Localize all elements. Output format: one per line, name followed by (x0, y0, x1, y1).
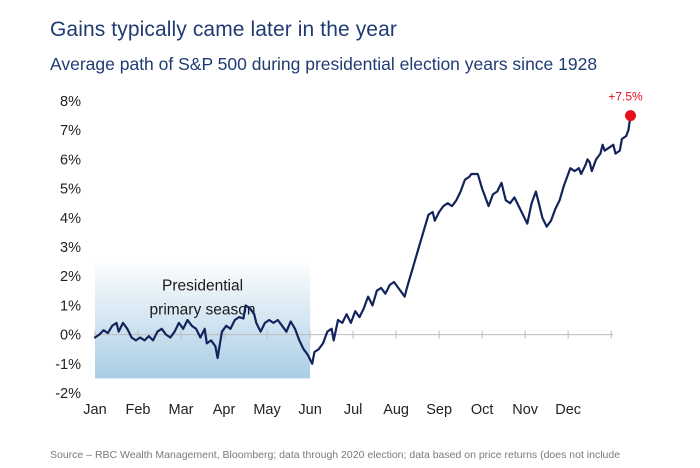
x-tick-label-jul: Jul (344, 402, 363, 418)
primary-season-region (95, 258, 311, 379)
y-tick-label: 4% (60, 211, 81, 227)
x-tick-label-oct: Oct (471, 402, 494, 418)
series-line (93, 114, 632, 365)
x-tick-label-feb: Feb (126, 402, 151, 418)
chart-subtitle: Average path of S&P 500 during president… (50, 54, 598, 74)
y-tick-label: 8% (60, 94, 81, 110)
source-note: Source – RBC Wealth Management, Bloomber… (50, 449, 621, 461)
x-tick-label-jun: Jun (298, 402, 321, 418)
y-tick-label: 0% (60, 328, 81, 344)
y-tick-label: 6% (60, 152, 81, 168)
primary-season-label-line: primary season (150, 302, 256, 319)
x-tick-label-dec: Dec (555, 402, 581, 418)
end-point-marker (625, 110, 637, 122)
x-tick-label-jan: Jan (83, 402, 106, 418)
chart-title: Gains typically came later in the year (50, 18, 397, 41)
x-tick-label-sep: Sep (426, 402, 452, 418)
x-tick-label-may: May (253, 402, 281, 418)
y-tick-label: 2% (60, 269, 81, 285)
primary-season-label-line: Presidential (162, 278, 243, 295)
x-tick-label-nov: Nov (512, 402, 539, 418)
y-tick-label: 7% (60, 123, 81, 139)
x-tick-label-apr: Apr (213, 402, 236, 418)
y-tick-label: -2% (55, 386, 81, 402)
y-tick-label: 1% (60, 298, 81, 314)
end-point-label: +7.5% (608, 90, 643, 104)
y-tick-label: 3% (60, 240, 81, 256)
chart-svg: Presidential primary season -2% -1% 0% 1% 2% 3… (55, 90, 643, 418)
x-tick-label-mar: Mar (169, 402, 194, 418)
y-tick-label: -1% (55, 357, 81, 373)
x-tick-label-aug: Aug (383, 402, 409, 418)
y-tick-label: 5% (60, 182, 81, 198)
